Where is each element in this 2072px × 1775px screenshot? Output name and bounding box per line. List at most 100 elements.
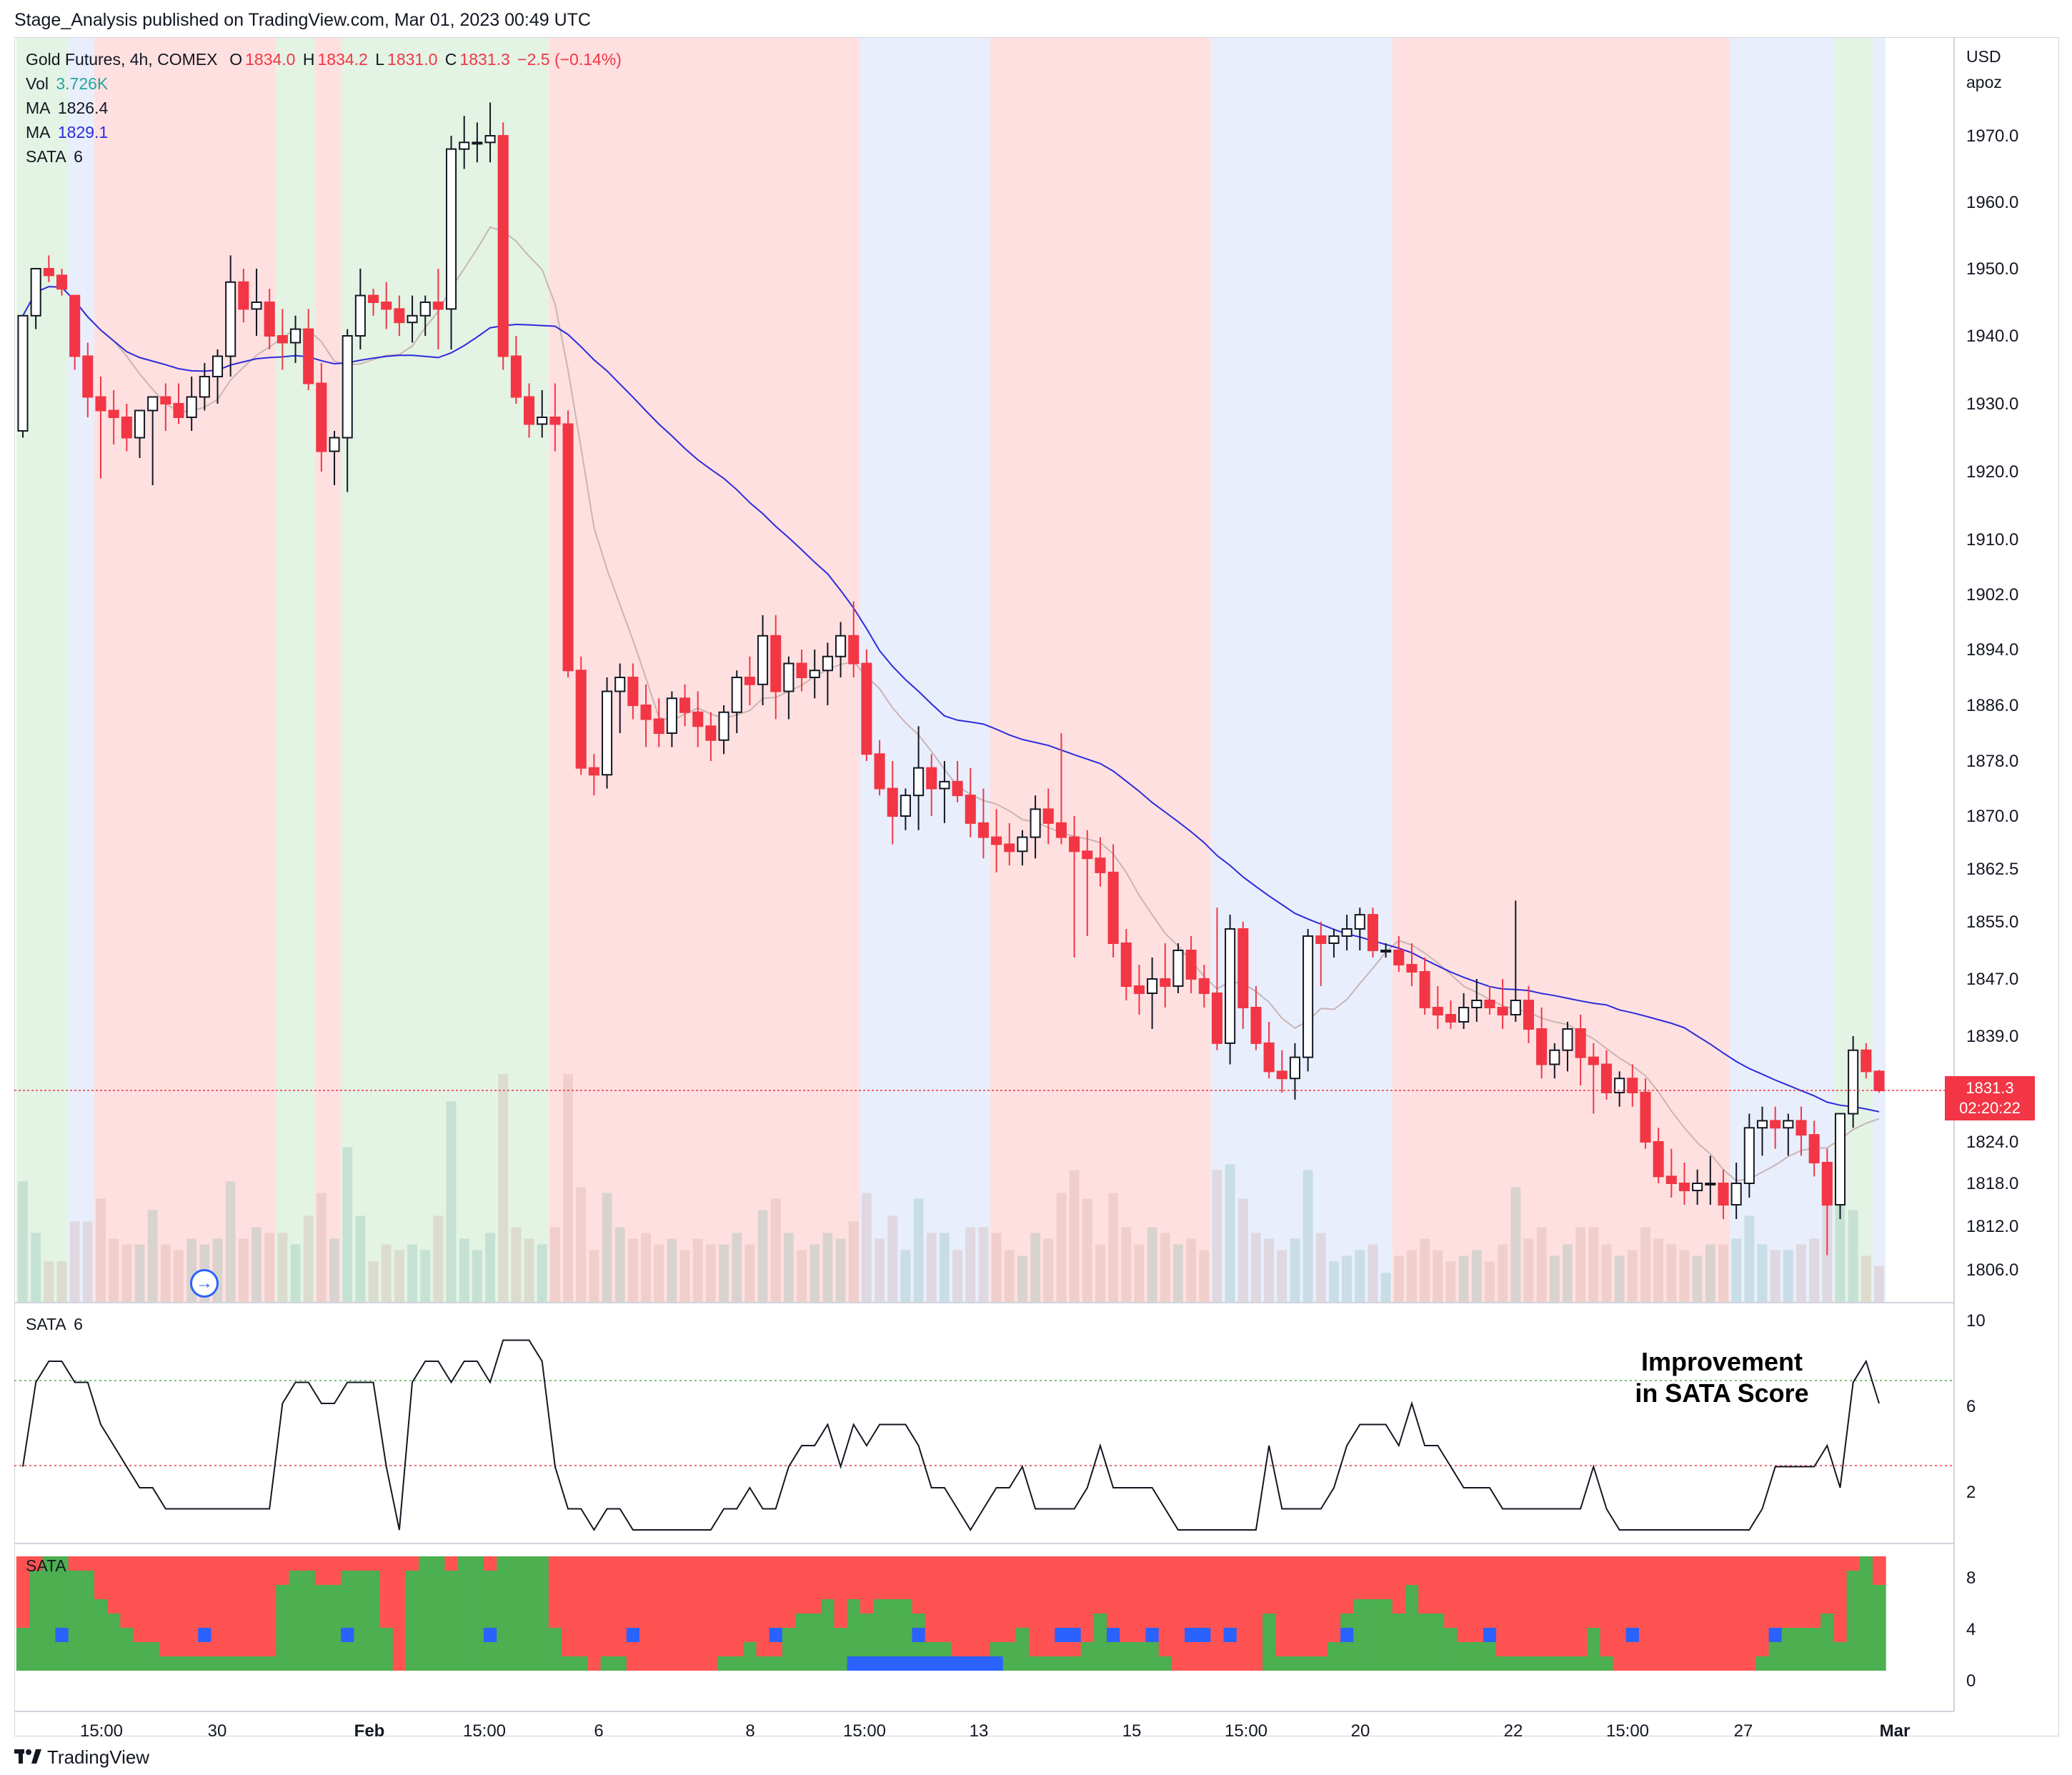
sata-score-cell [808, 1642, 822, 1656]
sata-score-cell [1236, 1556, 1250, 1571]
sata-score-cell [302, 1556, 316, 1571]
sata-score-cell [302, 1614, 316, 1628]
sata-score-cell [912, 1656, 926, 1671]
sata-score-cell [263, 1571, 277, 1585]
regime-band [276, 38, 315, 1303]
sata-score-cell [1418, 1656, 1432, 1671]
sata-score-cell [1185, 1585, 1198, 1599]
sata-score-cell [1613, 1628, 1627, 1642]
sata-score-cell [1197, 1656, 1211, 1671]
sata-score-cell [1185, 1599, 1198, 1614]
ma-fast-line [22, 226, 1880, 1182]
sata-score-cell [42, 1571, 56, 1585]
candle-body [472, 141, 483, 145]
sata-tick-label: 6 [1966, 1397, 1976, 1416]
volume-bar [1485, 1261, 1495, 1303]
volume-bar [1523, 1238, 1534, 1303]
sata-score-cell [990, 1642, 1004, 1656]
sata-score-cell [1288, 1614, 1303, 1628]
sata-score-cell [1275, 1614, 1289, 1628]
candle-body [977, 822, 989, 838]
sata-score-cell [639, 1585, 653, 1599]
sata-score-cell [457, 1656, 472, 1671]
sata-score-cell [1055, 1556, 1069, 1571]
go-to-realtime-button[interactable]: → [190, 1269, 219, 1298]
sata-score-cell [276, 1599, 290, 1614]
price-tick-label: 1902.0 [1966, 585, 2018, 605]
candle-body [1770, 1120, 1781, 1129]
sata-score-cell [509, 1571, 524, 1585]
candle [835, 622, 847, 677]
candle-body [251, 302, 262, 310]
sata-score-cell [704, 1642, 718, 1656]
sata-score-cell [860, 1656, 874, 1671]
sata-score-cell [1353, 1642, 1367, 1656]
sata-score-cell [717, 1656, 731, 1671]
sata-score-cell [42, 1585, 56, 1599]
annotation-sata-improvement: Improvement in SATA Score [1608, 1346, 1836, 1409]
volume-bar [303, 1215, 314, 1303]
sata-score-cell [1067, 1642, 1082, 1656]
sata-score-cell [1560, 1656, 1575, 1671]
candle [432, 269, 444, 349]
sata-score-cell [1600, 1628, 1614, 1642]
sata-score-cell [1496, 1628, 1510, 1642]
sata-score-cell [1120, 1642, 1133, 1656]
sata-score-cell [185, 1599, 199, 1614]
sata-score-cell [249, 1628, 264, 1642]
sata-score-cell [1223, 1599, 1237, 1614]
volume-bar [1458, 1256, 1469, 1303]
sata-score-cell [1859, 1642, 1873, 1656]
candle-body [1120, 943, 1132, 987]
sata-score-cell [925, 1571, 939, 1585]
candle-body [1484, 1000, 1495, 1008]
sata-score-cell [1716, 1656, 1730, 1671]
sata-score-cell [457, 1614, 472, 1628]
sata-score-cell [29, 1585, 43, 1599]
sata-score-cell [354, 1656, 368, 1671]
sata-score-cell [639, 1614, 653, 1628]
sata-score-cell [522, 1656, 537, 1671]
sata-score-cell [704, 1571, 718, 1585]
sata-score-cell [587, 1599, 602, 1614]
sata-score-cell [769, 1656, 783, 1671]
sata-score-cell [821, 1571, 835, 1585]
sata-score-cell [1067, 1628, 1082, 1642]
legend-c-label: C [444, 50, 457, 69]
sata-score-cell [1483, 1556, 1497, 1571]
candle [1471, 979, 1483, 1022]
sata-score-cell [16, 1614, 30, 1628]
sata-score-cell [795, 1571, 809, 1585]
sata-score-cell [1327, 1599, 1341, 1614]
sata-score-cell [782, 1571, 796, 1585]
volume-bar [1575, 1227, 1586, 1303]
sata-score-cell [68, 1656, 82, 1671]
sata-score-cell [756, 1614, 770, 1628]
scale-mode-label[interactable]: apoz [1966, 73, 2002, 91]
candle-body [1250, 1007, 1262, 1044]
candle [367, 289, 379, 316]
sata-score-cell [1132, 1599, 1147, 1614]
sata-score-cell [55, 1642, 69, 1656]
regime-band [341, 38, 549, 1303]
sata-score-cell [743, 1628, 757, 1642]
sata-score-cell [886, 1585, 900, 1599]
sata-score-cell [1132, 1556, 1147, 1571]
sata-score-cell [860, 1585, 874, 1599]
candle [1120, 929, 1132, 1000]
volume-bar [1069, 1170, 1080, 1303]
candle [796, 650, 807, 692]
sata-score-cell [548, 1599, 562, 1614]
sata-score-cell [483, 1571, 497, 1585]
sata-score-cell [535, 1585, 549, 1599]
sata-score-cell [314, 1614, 329, 1628]
sata-score-cell [1444, 1556, 1458, 1571]
candle [887, 761, 898, 845]
sata-score-cell [146, 1642, 160, 1656]
sata-score-cell [639, 1656, 653, 1671]
sata-score-cell [249, 1556, 264, 1571]
sata-score-cell [964, 1585, 977, 1599]
regime-band [990, 38, 1211, 1303]
sata-score-cell [42, 1628, 56, 1642]
